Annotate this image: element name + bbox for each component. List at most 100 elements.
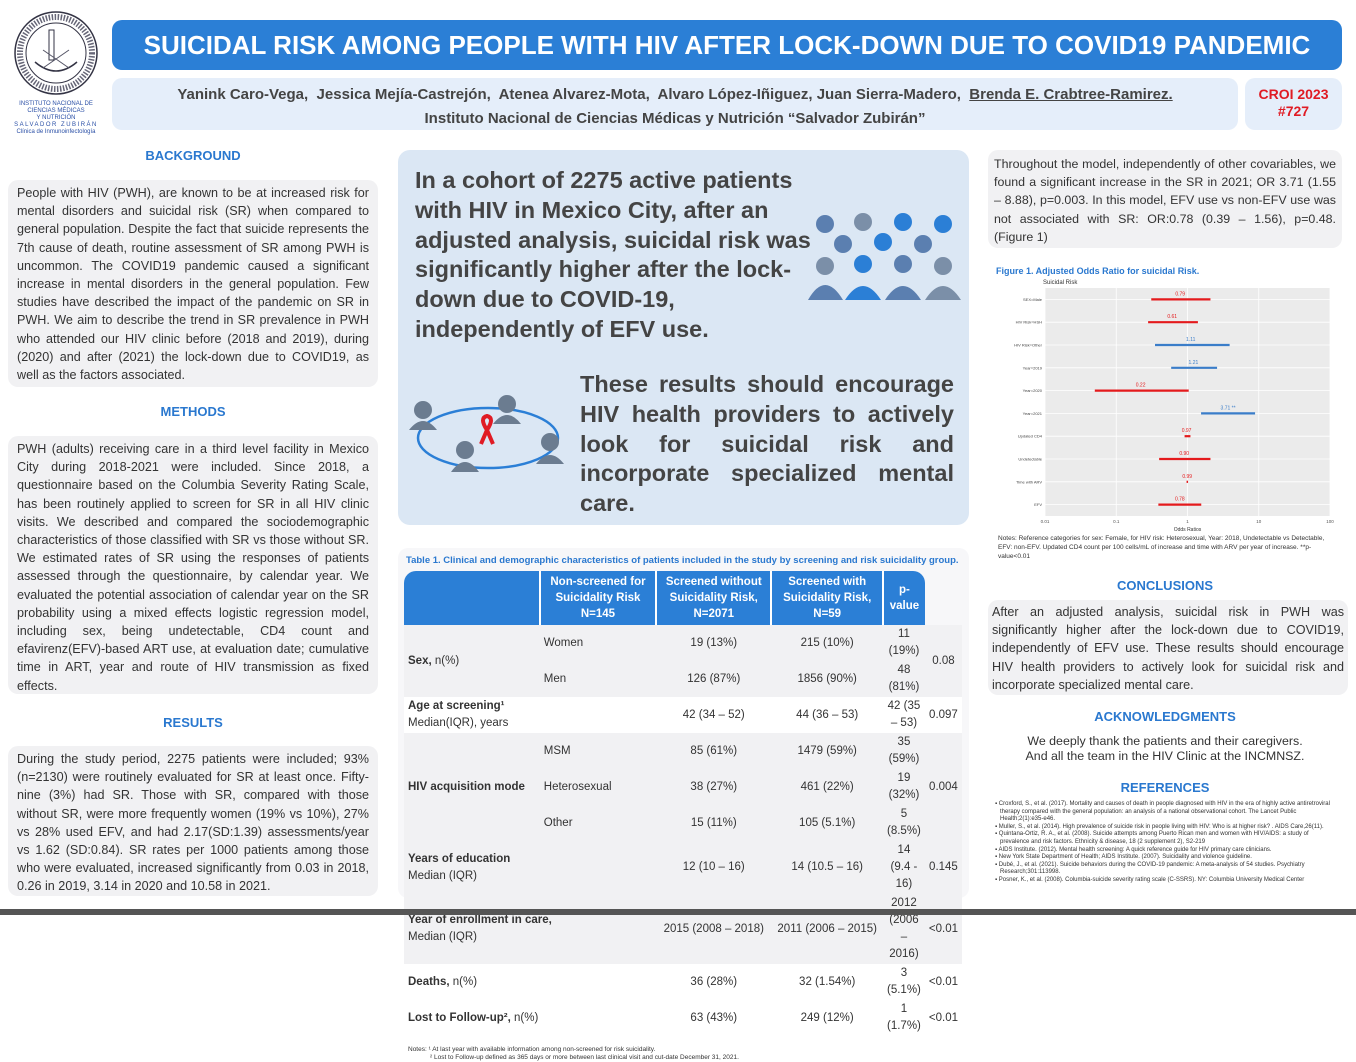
care-network-icon — [409, 395, 564, 472]
row-sublabel: Heterosexual — [539, 769, 657, 805]
y-tick-label: Year=2019 — [1023, 365, 1043, 370]
author: Yanink Caro-Vega, — [177, 86, 309, 103]
or-label: 0.22 — [1136, 383, 1146, 389]
table-cell: 14 (10.5 – 16) — [771, 841, 884, 894]
row-label: Sex, n(%) — [404, 625, 540, 697]
table-cell: 38 (27%) — [656, 769, 772, 805]
table-cell: 11 (19%) — [883, 625, 925, 661]
p-value-cell: 0.097 — [924, 697, 962, 733]
row-label-sub: n(%) — [510, 1011, 539, 1024]
table-row: Years of education Median (IQR) 12 (10 – 1… — [404, 841, 962, 894]
chart-title: Suicidal Risk — [1043, 280, 1078, 286]
logo-line: CIENCIAS MÉDICAS — [27, 108, 85, 114]
x-tick-label: 1 — [1186, 519, 1189, 524]
y-tick-label: SEX=Male — [1023, 297, 1043, 302]
header-non-screened: Non-screened for Suicidality Risk N=145 — [539, 571, 658, 625]
or-label: 0.61 — [1167, 314, 1177, 320]
p-value-cell: 0.145 — [924, 841, 962, 894]
ack-line: We deeply thank the patients and their c… — [1027, 734, 1303, 748]
x-tick-label: 0.1 — [1113, 519, 1120, 524]
table-row: Sex, n(%) Women 19 (13%) 215 (10%) 11 (19%) 0… — [404, 625, 962, 697]
table-cell: 249 (12%) — [771, 1000, 884, 1036]
x-axis-label: Odds Ratios — [1174, 527, 1202, 533]
y-tick-label: Updated CD4 — [1018, 434, 1043, 439]
methods-text: PWH (adults) receiving care in a third l… — [8, 436, 378, 694]
or-label: 0.78 — [1175, 497, 1185, 503]
table-cell: 63 (43%) — [656, 1000, 772, 1036]
row-label-sub: Median(IQR), years — [408, 717, 509, 729]
row-sublabel: Men — [539, 661, 657, 697]
table-row: Men 126 (87%) 1856 (90%) 48 (81%) — [404, 661, 962, 697]
row-label-main: Lost to Follow-up², — [408, 1011, 511, 1024]
row-label: Years of education Median (IQR) — [404, 841, 657, 894]
ack-line: And all the team in the HIV Clinic at th… — [1025, 749, 1305, 763]
acknowledgments-text: We deeply thank the patients and their c… — [988, 734, 1342, 764]
table-cell: 215 (10%) — [771, 625, 884, 661]
table-cell: 15 (11%) — [656, 805, 772, 841]
references-heading: REFERENCES — [1120, 780, 1210, 795]
table-cell: 1 (1.7%) — [883, 1000, 925, 1036]
acknowledgments-heading: ACKNOWLEDGMENTS — [1094, 709, 1236, 724]
author: Jessica Mejía-Castrejón, — [316, 86, 491, 103]
results-heading: RESULTS — [163, 715, 223, 730]
poster-title: SUICIDAL RISK AMONG PEOPLE WITH HIV AFTE… — [112, 20, 1342, 70]
results-text: During the study period, 2275 patients w… — [8, 746, 378, 896]
row-label-sub: n(%) — [449, 975, 478, 988]
table-row: Year of enrollment in care, Median (IQR) 2… — [404, 894, 962, 964]
table-cell: 42 (34 – 52) — [656, 697, 772, 733]
row-sublabel: MSM — [539, 733, 657, 769]
references-list: ▪ Croxford, S., et al. (2017). Mortality… — [994, 801, 1334, 885]
row-label-sub: Median (IQR) — [408, 869, 478, 882]
background-text: People with HIV (PWH), are known to be a… — [8, 180, 378, 387]
authors-block: Yanink Caro-Vega, Jessica Mejía-Castrejó… — [112, 78, 1238, 130]
logo-line: Y NUTRICIÓN — [36, 115, 76, 121]
row-label: Age at screening¹ Median(IQR), years — [404, 697, 657, 733]
reference-item: ▪ Posner, K., et al. (2008). Columbia-su… — [995, 876, 1305, 883]
table-cell: 19 (32%) — [883, 769, 925, 805]
conclusions-heading: CONCLUSIONS — [1116, 578, 1214, 593]
row-label-sub: n(%) — [431, 654, 460, 667]
or-label: 1.11 — [1186, 337, 1196, 343]
author-list: Yanink Caro-Vega, Jessica Mejía-Castrejó… — [112, 83, 1238, 107]
x-tick-label: 0.01 — [1041, 519, 1050, 524]
key-message-panel: In a cohort of 2275 active patients with… — [398, 150, 969, 525]
or-label: 1.21 — [1189, 360, 1199, 366]
y-tick-label: Time with ARV — [1016, 479, 1042, 484]
row-sublabel: Women — [539, 625, 657, 661]
table-cell: 1479 (59%) — [771, 733, 884, 769]
people-crowd-icon — [808, 213, 961, 300]
reference-item: ▪ AIDS Institute. (2012). Mental health … — [995, 846, 1272, 853]
reference-item: ▪ Muller, S., et al. (2014). High preval… — [995, 823, 1324, 830]
background-heading: BACKGROUND — [145, 148, 241, 163]
author: Atenea Alvarez-Mota, — [498, 86, 650, 103]
p-value-cell: <0.01 — [924, 1000, 962, 1036]
table-row: Heterosexual 38 (27%) 461 (22%) 19 (32%) — [404, 769, 962, 805]
or-label: 3.71 ** — [1221, 405, 1236, 411]
table-row: Age at screening¹ Median(IQR), years 42 (3… — [404, 697, 962, 733]
table-note: Notes: ¹ At last year with available inf… — [408, 1046, 656, 1053]
figure-caption: Figure 1. Adjusted Odds Ratio for suicid… — [996, 266, 1200, 276]
reference-item: ▪ New York State Department of Health; A… — [995, 854, 1252, 861]
logo-line: INSTITUTO NACIONAL DE — [19, 101, 93, 107]
table-cell: 2012 (2006 – 2016) — [883, 894, 925, 964]
reference-item: ▪ Dubé, J., et al. (2021). Suicide behav… — [995, 861, 1305, 876]
key-finding: In a cohort of 2275 active patients with… — [415, 167, 811, 342]
conference-name: CROI 2023 — [1258, 86, 1329, 102]
author: Alvaro López-Iñiguez, — [657, 86, 813, 103]
row-label: Year of enrollment in care, Median (IQR) — [404, 894, 657, 964]
summary-text: Throughout the model, independently of o… — [988, 150, 1342, 248]
table-cell: 35 (59%) — [883, 733, 925, 769]
row-label-main: Sex, — [408, 654, 432, 667]
y-tick-label: Year=2021 — [1023, 411, 1043, 416]
table-cell: 85 (61%) — [656, 733, 772, 769]
conclusions-text: After an adjusted analysis, suicidal ris… — [988, 600, 1348, 695]
institution-logo: INSTITUTO NACIONAL DE CIENCIAS MÉDICAS Y… — [10, 10, 102, 136]
table-note: ² Lost to Follow-up defined as 365 days … — [430, 1054, 739, 1061]
logo-line: Clínica de Inmunoinfectología — [16, 129, 96, 135]
y-tick-label: Undetectable — [1018, 457, 1042, 462]
table-cell: 36 (28%) — [656, 964, 772, 1000]
table-cell: 19 (13%) — [656, 625, 772, 661]
methods-heading: METHODS — [160, 404, 226, 419]
characteristics-table: Non-screened for Suicidality Risk N=145 … — [404, 571, 962, 1036]
table-caption: Table 1. Clinical and demographic charac… — [406, 555, 959, 566]
